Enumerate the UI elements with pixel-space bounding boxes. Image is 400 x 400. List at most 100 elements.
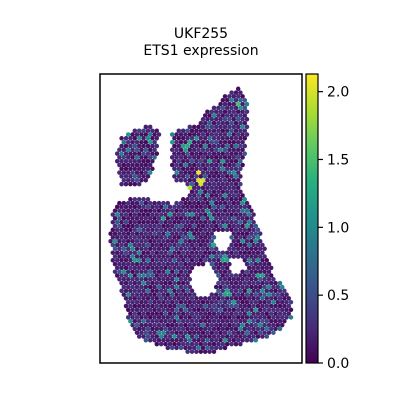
spot-point bbox=[212, 121, 217, 126]
spot-point bbox=[177, 342, 182, 347]
spot-point bbox=[258, 231, 263, 236]
spot-point bbox=[196, 148, 201, 153]
spot-point bbox=[133, 250, 138, 255]
spot-point bbox=[161, 231, 166, 236]
spot-point bbox=[185, 304, 190, 309]
spot-point bbox=[119, 250, 124, 255]
spot-point bbox=[245, 285, 250, 290]
spot-point bbox=[119, 151, 124, 156]
spot-point bbox=[249, 330, 254, 335]
spot-point bbox=[157, 132, 162, 137]
spot-point bbox=[201, 132, 206, 137]
spot-point bbox=[273, 327, 278, 332]
spot-point bbox=[212, 182, 217, 187]
spot-point bbox=[188, 300, 193, 305]
spot-point bbox=[168, 212, 173, 217]
spot-point bbox=[203, 235, 208, 240]
spot-point bbox=[234, 159, 239, 164]
spot-point bbox=[238, 250, 243, 255]
spot-point bbox=[229, 144, 234, 149]
spot-point bbox=[205, 216, 210, 221]
spot-point bbox=[157, 224, 162, 229]
spot-point bbox=[124, 296, 129, 301]
spot-point bbox=[273, 281, 278, 286]
spot-point bbox=[135, 277, 140, 282]
spot-point bbox=[207, 258, 212, 263]
spot-point bbox=[185, 182, 190, 187]
spot-point bbox=[146, 212, 151, 217]
spot-point bbox=[247, 228, 252, 233]
spot-point bbox=[205, 239, 210, 244]
spot-point bbox=[179, 338, 184, 343]
spot-point bbox=[227, 94, 232, 99]
spot-point bbox=[251, 220, 256, 225]
spot-point bbox=[207, 296, 212, 301]
spot-point bbox=[141, 281, 146, 286]
spot-point bbox=[262, 285, 267, 290]
spot-point bbox=[188, 155, 193, 160]
spot-point bbox=[185, 243, 190, 248]
spot-point bbox=[225, 121, 230, 126]
spot-point bbox=[170, 308, 175, 313]
spot-point bbox=[161, 338, 166, 343]
spot-point bbox=[183, 269, 188, 274]
spot-point bbox=[181, 250, 186, 255]
spot-point bbox=[249, 277, 254, 282]
spot-point bbox=[212, 106, 217, 111]
spot-point bbox=[225, 113, 230, 118]
spot-point bbox=[155, 281, 160, 286]
spot-point bbox=[223, 163, 228, 168]
spot-point bbox=[223, 148, 228, 153]
spot-point bbox=[221, 327, 226, 332]
spot-point bbox=[258, 262, 263, 267]
spot-point bbox=[179, 292, 184, 297]
spot-point bbox=[232, 140, 237, 145]
spot-point bbox=[232, 285, 237, 290]
spot-point bbox=[181, 296, 186, 301]
spot-point bbox=[150, 151, 155, 156]
spot-point bbox=[199, 205, 204, 210]
spot-point bbox=[155, 311, 160, 316]
spot-point bbox=[146, 289, 151, 294]
spot-point bbox=[210, 262, 215, 267]
spot-point bbox=[201, 247, 206, 252]
spot-point bbox=[278, 319, 283, 324]
spot-point bbox=[174, 308, 179, 313]
spot-point bbox=[177, 319, 182, 324]
spot-point bbox=[216, 205, 221, 210]
spot-point bbox=[150, 304, 155, 309]
spot-point bbox=[236, 330, 241, 335]
spot-point bbox=[172, 235, 177, 240]
spot-point bbox=[205, 132, 210, 137]
spot-point bbox=[181, 235, 186, 240]
spot-point bbox=[115, 266, 120, 271]
spot-point bbox=[168, 334, 173, 339]
spot-point bbox=[278, 296, 283, 301]
spot-point bbox=[225, 212, 230, 217]
spot-point bbox=[227, 178, 232, 183]
spot-point bbox=[159, 327, 164, 332]
spot-point bbox=[168, 311, 173, 316]
spot-point bbox=[251, 281, 256, 286]
spot-point bbox=[267, 285, 272, 290]
spot-point bbox=[190, 327, 195, 332]
spot-point bbox=[181, 289, 186, 294]
spot-point bbox=[157, 300, 162, 305]
spot-point bbox=[240, 163, 245, 168]
spot-point bbox=[245, 102, 250, 107]
spot-point bbox=[234, 334, 239, 339]
spot-point bbox=[148, 285, 153, 290]
spot-point bbox=[159, 220, 164, 225]
spot-point bbox=[199, 296, 204, 301]
spot-point bbox=[205, 186, 210, 191]
spot-point bbox=[210, 300, 215, 305]
spot-point bbox=[269, 319, 274, 324]
spot-point bbox=[240, 148, 245, 153]
spot-point bbox=[139, 155, 144, 160]
spot-point bbox=[174, 163, 179, 168]
spot-point bbox=[205, 247, 210, 252]
spot-point bbox=[172, 296, 177, 301]
spot-point bbox=[130, 239, 135, 244]
spot-point bbox=[254, 300, 258, 305]
spot-point bbox=[218, 201, 223, 206]
